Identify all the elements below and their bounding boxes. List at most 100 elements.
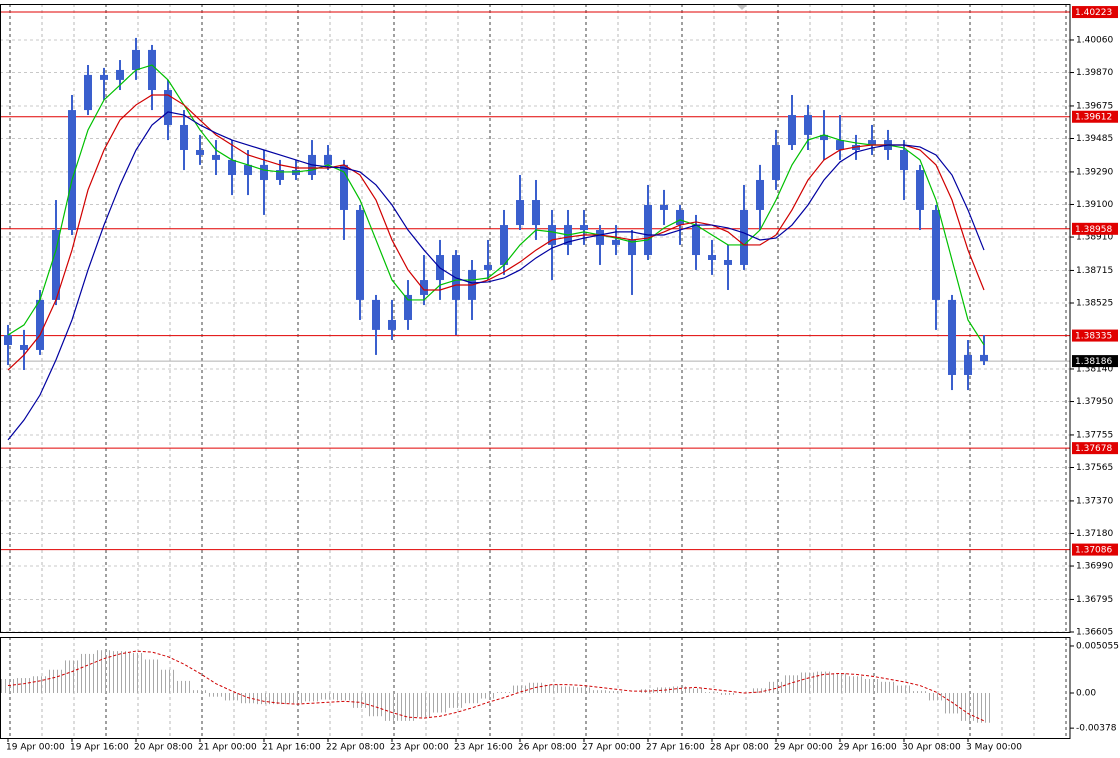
y-tick-label: 1.37755: [1076, 430, 1113, 440]
scroll-marker: [737, 5, 747, 10]
y-tick-label: 1.39485: [1076, 134, 1113, 144]
level-label: 1.37678: [1075, 444, 1112, 454]
macd-bar: [32, 676, 48, 693]
macd-bar: [912, 691, 928, 693]
level-label: 1.40223: [1075, 8, 1112, 18]
bar-body: [980, 354, 988, 362]
bar-body: [724, 259, 732, 265]
x-tick-label: 29 Apr 16:00: [838, 743, 897, 753]
macd-bar: [448, 692, 464, 708]
bar-body: [52, 230, 60, 300]
macd-bar: [336, 692, 352, 701]
macd-bar: [896, 685, 912, 693]
bar-body: [500, 225, 508, 265]
bar-body: [548, 225, 556, 245]
level-label-box: [1072, 543, 1118, 556]
macd-bar: [944, 692, 960, 714]
y-tick-label: 1.36605: [1076, 628, 1113, 638]
macd-bar: [800, 672, 816, 693]
macd-bar: [320, 692, 336, 700]
pane-frame: [0, 637, 1071, 739]
x-tick-label: 23 Apr 16:00: [454, 743, 513, 753]
bar-body: [964, 354, 972, 375]
bar-body: [596, 230, 604, 245]
macd-bar: [960, 692, 976, 721]
bar-body: [132, 49, 140, 70]
y-tick-label: 0.00: [1076, 688, 1096, 698]
level-label: 1.38958: [1075, 225, 1112, 235]
bar-body: [404, 294, 412, 320]
bar-body: [948, 299, 956, 375]
bar-body: [36, 299, 44, 350]
bar-body: [228, 159, 236, 176]
last-price-label: 1.38186: [1075, 357, 1112, 367]
macd-bar: [288, 692, 304, 704]
bar-body: [388, 319, 396, 330]
bar-body: [276, 170, 284, 180]
x-tick-label: 27 Apr 00:00: [582, 743, 641, 753]
x-tick-label: 21 Apr 00:00: [198, 743, 257, 753]
bar-body: [324, 154, 332, 165]
macd-bar: [416, 692, 432, 718]
level-label-box: [1072, 442, 1118, 455]
level-label-box: [1072, 6, 1118, 19]
macd-bar: [832, 673, 848, 693]
macd-bar: [224, 692, 240, 701]
bar-body: [260, 164, 268, 180]
bar-body: [804, 115, 812, 135]
bar-body: [372, 299, 380, 330]
y-tick-label: 1.39870: [1076, 68, 1113, 78]
macd-bar: [560, 686, 576, 693]
x-tick-label: 28 Apr 08:00: [710, 743, 769, 753]
macd-bar: [816, 671, 832, 693]
pane-frame: [0, 4, 1071, 633]
y-tick-label: 1.38140: [1076, 364, 1113, 374]
bar-body: [660, 204, 668, 210]
macd-bar: [64, 660, 80, 693]
bar-body: [644, 204, 652, 256]
macd-bar: [368, 692, 384, 717]
macd-bar: [608, 691, 624, 693]
macd-bar: [592, 690, 608, 693]
bar-body: [356, 209, 364, 300]
x-tick-label: 3 May 00:00: [966, 743, 1022, 753]
x-tick-label: 19 Apr 16:00: [70, 743, 129, 753]
bar-body: [116, 69, 124, 80]
macd-bar: [976, 692, 992, 723]
bar-body: [820, 134, 828, 141]
y-tick-label: 1.37950: [1076, 397, 1113, 407]
y-tick-label: 1.38910: [1076, 233, 1113, 243]
bar-body: [420, 280, 428, 295]
y-tick-label: 1.37565: [1076, 463, 1113, 473]
x-tick-label: 20 Apr 08:00: [134, 743, 193, 753]
level-label: 1.37086: [1075, 546, 1112, 556]
bar-body: [340, 164, 348, 210]
x-tick-label: 19 Apr 00:00: [6, 743, 65, 753]
x-tick-label: 22 Apr 08:00: [326, 743, 385, 753]
y-tick-label: 1.36795: [1076, 595, 1113, 605]
level-label-box: [1072, 110, 1118, 123]
bar-body: [148, 49, 156, 91]
macd-bar: [96, 650, 112, 693]
macd-bar: [272, 692, 288, 705]
bar-body: [196, 149, 204, 155]
level-label: 1.38335: [1075, 332, 1112, 342]
bar-body: [84, 74, 92, 111]
bar-body: [20, 344, 28, 350]
bar-body: [244, 164, 252, 176]
y-tick-label: 1.39100: [1076, 200, 1113, 210]
signal-line: [7, 650, 985, 722]
level-label-box: [1072, 329, 1118, 342]
bar-body: [740, 209, 748, 265]
macd-bar: [928, 692, 944, 701]
x-tick-label: 23 Apr 00:00: [390, 743, 449, 753]
macd-bar: [656, 687, 672, 693]
macd-bar: [880, 681, 896, 693]
macd-bar: [864, 679, 880, 693]
moving-average: [7, 64, 985, 346]
y-tick-label: 1.38715: [1076, 266, 1113, 276]
macd-bar: [640, 689, 656, 693]
x-tick-label: 21 Apr 16:00: [262, 743, 321, 753]
bar-body: [212, 154, 220, 160]
